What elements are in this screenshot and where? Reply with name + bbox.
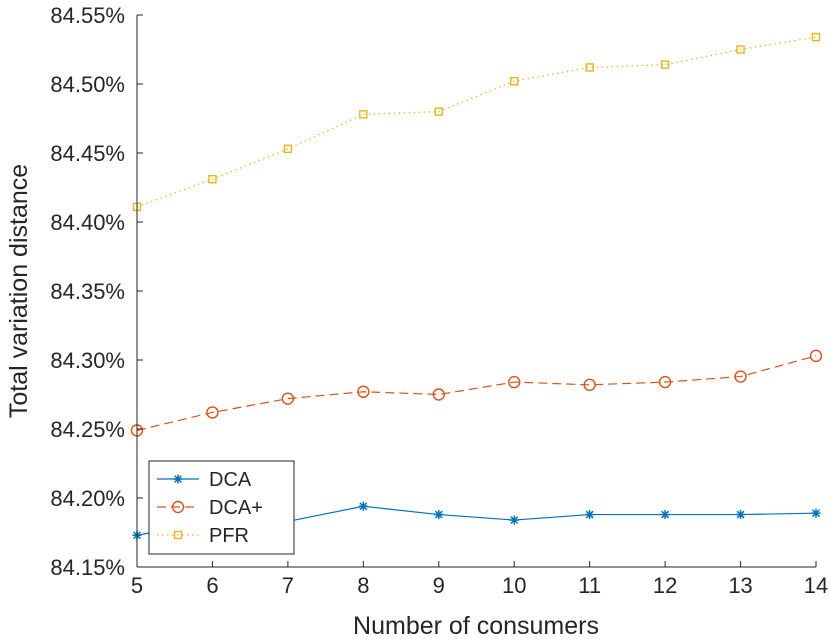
x-tick-label: 7 [282, 573, 294, 598]
ticks-layer: 5 6 7 8 9 10 11 12 13 14 84.15% 84.20% 84.25% 84.30% 8… [50, 3, 828, 598]
data-point-pfr [660, 60, 670, 69]
y-tick-label: 84.15% [50, 555, 125, 580]
data-point-dca [358, 501, 368, 511]
legend-marker-pfr [173, 530, 183, 540]
data-point-dca-plus [432, 388, 445, 401]
data-point-dca-plus [809, 349, 823, 363]
data-point-dca [811, 508, 821, 518]
y-tick-label: 84.25% [50, 417, 125, 442]
data-point-dca [585, 510, 595, 520]
y-tick-label: 84.45% [50, 141, 125, 166]
y-tick-label: 84.20% [50, 486, 125, 511]
legend-label-pfr: PFR [209, 525, 249, 547]
series-line-pfr [136, 36, 817, 208]
legend-marker-dca [173, 474, 183, 484]
x-tick-label: 14 [804, 573, 828, 598]
y-tick-label: 84.50% [50, 72, 125, 97]
legend-entry-dca-plus: DCA+ [157, 497, 263, 519]
x-tick-label: 9 [433, 573, 445, 598]
data-point-dca [660, 510, 670, 520]
x-tick-label: 10 [502, 573, 526, 598]
legend-marker-dca-plus [171, 500, 185, 514]
data-point-pfr [283, 144, 293, 154]
legend-label-dca-plus: DCA+ [209, 497, 263, 519]
x-axis-title: Number of consumers [353, 612, 599, 640]
legend-label-dca: DCA [209, 469, 252, 491]
data-point-pfr [434, 107, 443, 116]
legend: DCA DCA+ PFR [148, 460, 295, 555]
y-tick-label: 84.30% [50, 348, 125, 373]
x-tick-label: 8 [357, 573, 369, 598]
data-point-dca-plus [583, 378, 596, 392]
data-point-dca-plus [658, 375, 672, 389]
data-point-dca [509, 515, 519, 525]
data-point-dca [736, 510, 746, 520]
x-tick-label: 5 [131, 573, 143, 598]
x-tick-label: 13 [728, 573, 752, 598]
x-tick-label: 11 [578, 573, 601, 598]
y-tick-label: 84.55% [50, 3, 125, 28]
data-point-dca-plus [281, 392, 295, 405]
y-tick-label: 84.35% [50, 279, 125, 304]
data-point-dca-plus [206, 406, 219, 419]
x-tick-label: 6 [206, 573, 218, 598]
data-point-pfr [208, 175, 217, 184]
legend-entry-dca: DCA [157, 469, 252, 491]
data-point-pfr [510, 77, 519, 86]
y-axis-title: Total variation distance [5, 164, 33, 418]
series-line-dca-plus [136, 355, 817, 431]
legend-entry-pfr: PFR [157, 525, 249, 547]
data-point-dca-plus [734, 370, 747, 383]
data-point-dca [434, 510, 444, 520]
data-point-dca-plus [508, 375, 521, 389]
data-point-pfr [811, 32, 821, 42]
data-point-pfr [585, 63, 594, 72]
series-pfr [132, 32, 821, 212]
data-point-dca-plus [357, 385, 370, 398]
data-point-pfr [736, 45, 745, 54]
x-tick-label: 12 [653, 573, 677, 598]
y-tick-label: 84.40% [50, 210, 125, 235]
data-point-pfr [359, 110, 368, 119]
